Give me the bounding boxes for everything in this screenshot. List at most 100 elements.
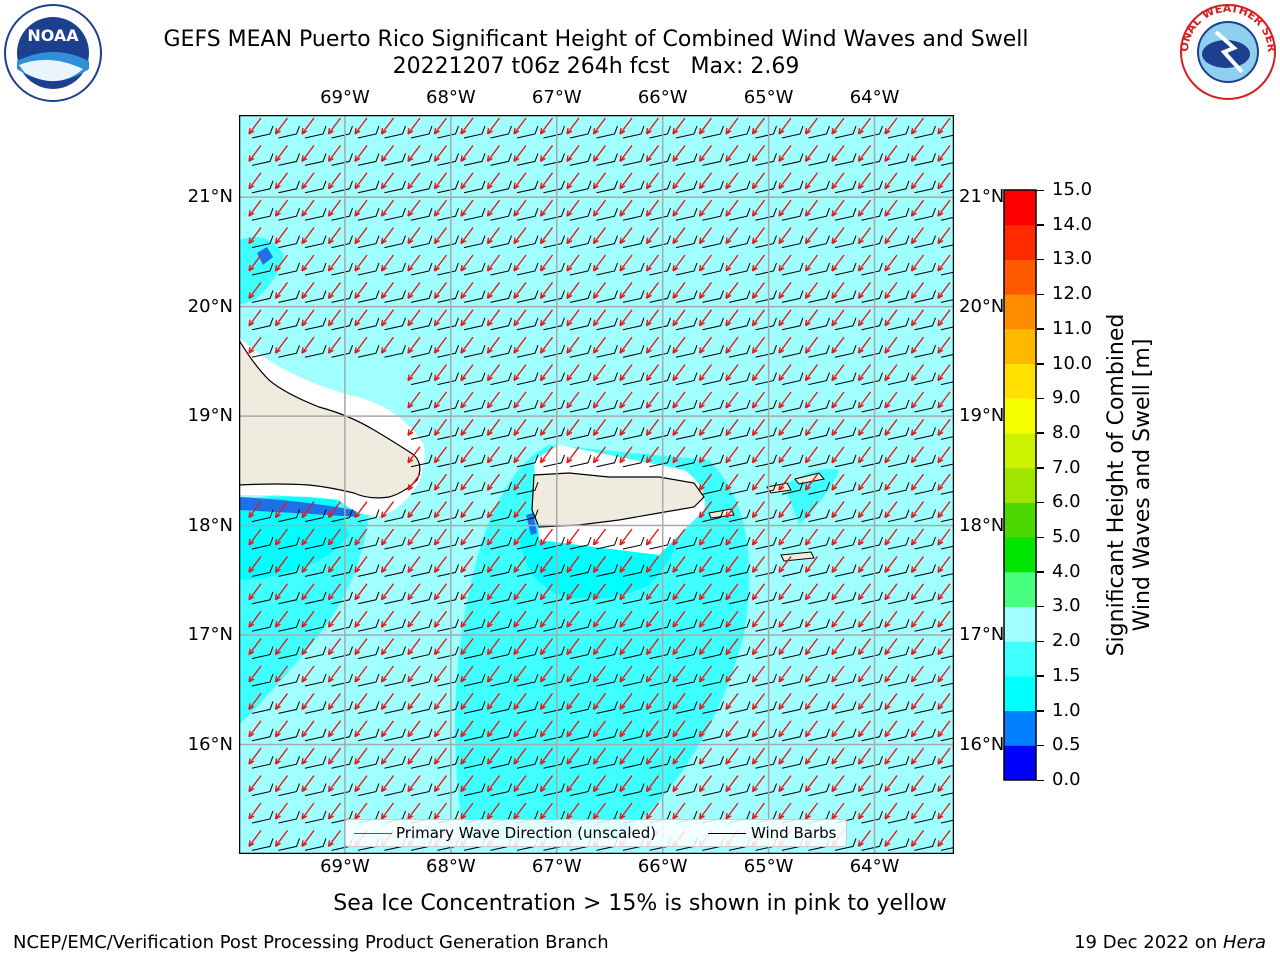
wind-barb (357, 345, 380, 358)
wave-direction-arrow (725, 336, 739, 354)
wind-barb (781, 591, 804, 605)
colorbar-segment (1004, 294, 1036, 330)
wind-barb (410, 125, 433, 139)
wind-barb (278, 701, 300, 714)
wind-barb (463, 564, 486, 577)
wave-field-high-west (239, 495, 349, 580)
wind-barb (755, 208, 777, 221)
wave-direction-arrow (910, 473, 925, 491)
wave-direction-arrow (592, 610, 607, 628)
wind-barb (596, 125, 618, 139)
wind-barb (304, 208, 327, 221)
wave-direction-arrow (857, 747, 872, 765)
wave-direction-arrow (937, 254, 951, 272)
wind-barb (861, 235, 883, 249)
wind-barb (649, 454, 671, 468)
wind-barb (649, 756, 671, 769)
wave-direction-arrow (274, 309, 289, 327)
wave-direction-arrow (698, 720, 713, 738)
wave-direction-arrow (857, 528, 872, 546)
wave-direction-arrow (460, 775, 474, 793)
wind-barb (622, 180, 645, 194)
wind-barb (543, 125, 565, 139)
wave-direction-arrow (486, 117, 501, 135)
wave-direction-arrow (831, 172, 845, 190)
wind-barb (728, 509, 751, 523)
wave-direction-arrow (937, 473, 951, 491)
wave-direction-arrow (937, 501, 951, 519)
wave-direction-arrow (274, 117, 289, 135)
wind-barb (728, 482, 751, 495)
wind-barb (251, 235, 274, 249)
wind-barb (702, 646, 724, 660)
wind-barb (728, 564, 751, 577)
wave-direction-arrow (831, 391, 845, 409)
wave-direction-arrow (645, 583, 660, 601)
wind-barb (357, 701, 380, 714)
wind-barb (304, 728, 327, 742)
wave-direction-arrow (804, 418, 819, 437)
wind-barb (437, 619, 459, 632)
wind-barb (569, 317, 592, 331)
wind-barb (437, 482, 459, 495)
wave-direction-arrow (672, 610, 686, 628)
wind-barb (808, 317, 830, 331)
wind-barb (702, 454, 724, 468)
wind-barb (649, 536, 671, 550)
wave-direction-arrow (566, 281, 580, 300)
wave-direction-arrow (407, 227, 421, 245)
wave-direction-arrow (513, 281, 527, 300)
wave-direction-arrow (248, 309, 262, 327)
wave-direction-arrow (831, 720, 845, 738)
wind-barb (834, 536, 857, 550)
wave-direction-arrow (698, 473, 713, 491)
wave-direction-arrow (884, 692, 898, 711)
wave-direction-arrow (354, 144, 368, 163)
wave-direction-arrow (513, 802, 527, 820)
wave-direction-arrow (354, 309, 368, 327)
wave-direction-arrow (831, 418, 845, 437)
wind-barb (384, 536, 406, 550)
wave-direction-arrow (725, 199, 739, 217)
wind-barb (940, 216, 954, 221)
wave-direction-arrow (698, 775, 713, 793)
wind-barb (622, 728, 645, 742)
wind-barb (384, 591, 406, 605)
wind-barb (516, 564, 539, 577)
wave-direction-arrow (672, 692, 686, 711)
wind-barb (887, 810, 910, 824)
wind-barb (516, 673, 539, 687)
colorbar-tick-label: 15.0 (1052, 179, 1093, 200)
wave-direction-arrow (857, 391, 872, 409)
colorbar-tick-mark (1037, 605, 1044, 608)
wave-direction-arrow (566, 446, 580, 464)
wind-barb (516, 345, 539, 358)
wind-barb (622, 427, 645, 440)
wave-direction-arrow (698, 692, 713, 711)
wind-barb (384, 235, 406, 249)
wave-direction-arrow (857, 254, 872, 272)
wave-direction-arrow (619, 391, 633, 409)
wave-direction-arrow (884, 501, 898, 519)
wind-barb (490, 646, 512, 660)
wind-barb (649, 290, 671, 303)
wave-direction-arrow (513, 418, 527, 437)
wave-direction-arrow (327, 227, 342, 245)
credit-date-text: 19 Dec 2022 on (1074, 932, 1223, 953)
wave-direction-arrow (513, 309, 527, 327)
wind-barb (914, 235, 936, 249)
wind-barb (887, 756, 910, 769)
wind-barb (808, 536, 830, 550)
wind-barb (834, 345, 857, 358)
wave-direction-arrow (539, 446, 554, 464)
wind-barb (490, 427, 512, 440)
wave-direction-arrow (725, 309, 739, 327)
wave-direction-arrow (672, 254, 686, 272)
wind-barb (331, 783, 353, 797)
wave-direction-arrow (751, 747, 766, 765)
wave-direction-arrow (380, 528, 395, 546)
lon-label-bottom: 69°W (320, 856, 370, 877)
wind-barb (887, 290, 910, 303)
wave-direction-arrow (698, 555, 713, 574)
wind-barb (596, 673, 618, 687)
